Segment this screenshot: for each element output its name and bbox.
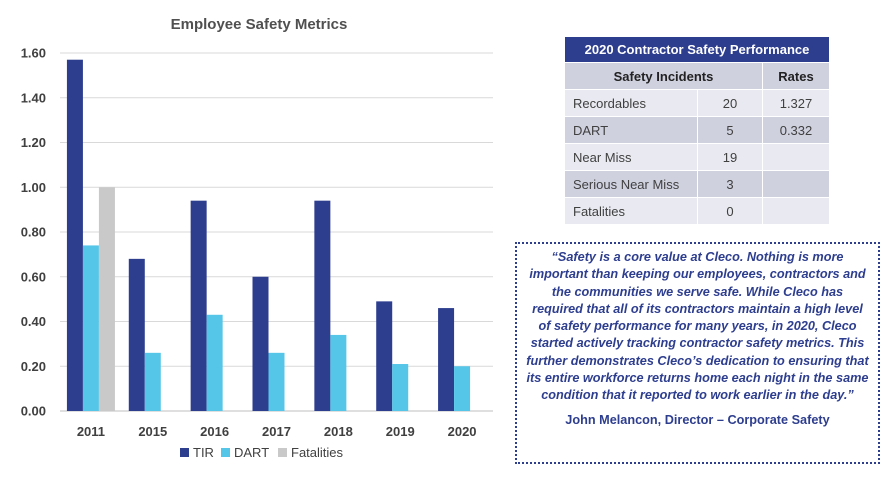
bar-tir-2020 bbox=[438, 308, 455, 411]
table-title: 2020 Contractor Safety Performance bbox=[564, 36, 830, 63]
employee-safety-chart: Employee Safety Metrics 0.00 0.20 0.40 0.60… bbox=[21, 16, 493, 460]
y-tick-label: 0.40 bbox=[21, 314, 46, 329]
y-tick-label: 0.80 bbox=[21, 225, 46, 240]
bar-dart-2017 bbox=[268, 352, 285, 411]
y-tick-label: 0.00 bbox=[21, 404, 46, 419]
row-count: 0 bbox=[697, 197, 763, 225]
row-label: Recordables bbox=[564, 89, 698, 117]
chart-title: Employee Safety Metrics bbox=[171, 16, 348, 33]
x-tick-label: 2011 bbox=[77, 424, 105, 439]
table-row: Fatalities 0 bbox=[564, 197, 830, 225]
x-tick-label: 2016 bbox=[200, 424, 229, 439]
header-rates: Rates bbox=[762, 62, 830, 90]
bar-tir-2019 bbox=[376, 301, 393, 411]
row-label: DART bbox=[564, 116, 698, 144]
row-count: 5 bbox=[697, 116, 763, 144]
row-count: 20 bbox=[697, 89, 763, 117]
row-rate bbox=[762, 143, 830, 171]
bar-dart-2011 bbox=[82, 245, 99, 411]
legend-label-fatalities: Fatalities bbox=[291, 445, 344, 460]
bar-tir-2018 bbox=[314, 200, 331, 411]
bar-dart-2015 bbox=[144, 352, 161, 411]
y-tick-label: 1.40 bbox=[21, 90, 46, 105]
row-rate bbox=[762, 197, 830, 225]
row-count: 19 bbox=[697, 143, 763, 171]
bar-tir-2016 bbox=[190, 200, 207, 411]
table-row: DART 5 0.332 bbox=[564, 116, 830, 144]
quote-author: John Melancon, Director – Corporate Safe… bbox=[565, 412, 830, 427]
legend-swatch-dart bbox=[221, 448, 230, 457]
y-tick-label: 1.60 bbox=[21, 46, 46, 61]
quote-text: “Safety is a core value at Cleco. Nothin… bbox=[526, 250, 869, 403]
header-safety-incidents: Safety Incidents bbox=[564, 62, 763, 90]
x-tick-label: 2019 bbox=[386, 424, 415, 439]
bar-dart-2020 bbox=[454, 366, 471, 411]
x-tick-label: 2017 bbox=[262, 424, 291, 439]
safety-quote-box: “Safety is a core value at Cleco. Nothin… bbox=[515, 242, 880, 464]
legend-swatch-fatalities bbox=[278, 448, 287, 457]
bar-tir-2017 bbox=[252, 276, 269, 411]
bar-dart-2016 bbox=[206, 314, 223, 411]
legend-label-tir: TIR bbox=[193, 445, 214, 460]
bar-dart-2019 bbox=[392, 364, 409, 411]
y-axis-ticks: 0.00 0.20 0.40 0.60 0.80 1.00 1.20 1.40 1.60 bbox=[21, 46, 46, 419]
y-tick-label: 0.20 bbox=[21, 359, 46, 374]
table-row: Recordables 20 1.327 bbox=[564, 89, 830, 117]
contractor-safety-table: 2020 Contractor Safety Performance Safet… bbox=[564, 36, 830, 225]
bar-fatalities-2011 bbox=[98, 187, 115, 411]
row-rate: 1.327 bbox=[762, 89, 830, 117]
legend: TIR DART Fatalities bbox=[180, 445, 344, 460]
row-label: Serious Near Miss bbox=[564, 170, 698, 198]
y-tick-label: 0.60 bbox=[21, 269, 46, 284]
x-tick-label: 2020 bbox=[448, 424, 477, 439]
x-axis-ticks: 2011 2015 2016 2017 2018 2019 2020 bbox=[77, 424, 477, 439]
bars bbox=[66, 59, 471, 412]
bar-tir-2015 bbox=[128, 258, 145, 411]
table-row: Serious Near Miss 3 bbox=[564, 170, 830, 198]
legend-label-dart: DART bbox=[234, 445, 269, 460]
row-count: 3 bbox=[697, 170, 763, 198]
bar-dart-2018 bbox=[330, 334, 347, 411]
row-rate bbox=[762, 170, 830, 198]
x-tick-label: 2015 bbox=[138, 424, 167, 439]
table-row: Near Miss 19 bbox=[564, 143, 830, 171]
legend-swatch-tir bbox=[180, 448, 189, 457]
y-tick-label: 1.00 bbox=[21, 180, 46, 195]
bar-tir-2011 bbox=[66, 59, 83, 412]
row-rate: 0.332 bbox=[762, 116, 830, 144]
row-label: Fatalities bbox=[564, 197, 698, 225]
x-tick-label: 2018 bbox=[324, 424, 353, 439]
row-label: Near Miss bbox=[564, 143, 698, 171]
y-tick-label: 1.20 bbox=[21, 135, 46, 150]
